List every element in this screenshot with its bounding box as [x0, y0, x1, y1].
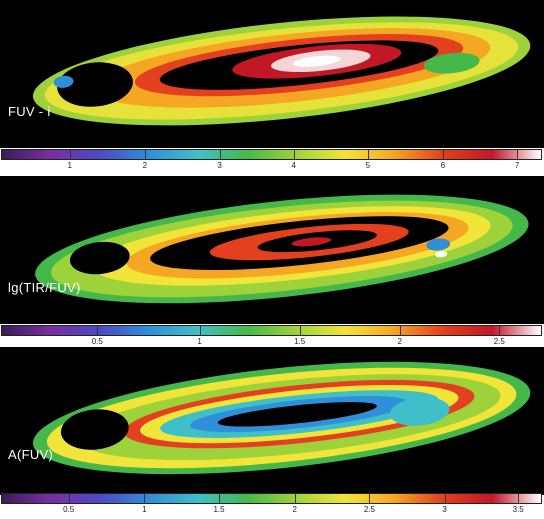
colorbar-afuv: 0.5 1 1.5 2 2.5 3 3.5 — [0, 493, 544, 519]
panel-label: FUV - i — [8, 104, 51, 119]
galaxy-image-tir-fuv — [35, 194, 529, 304]
colorbar-tick-label: 3 — [442, 505, 447, 514]
colorbar-tick — [199, 325, 201, 336]
colorbar-tick-label: 2 — [397, 337, 402, 346]
colorbar-tick-label: 6 — [440, 161, 446, 170]
galaxy-map-tir-fuv: lg(TIR/FUV) — [0, 176, 544, 324]
colorbar-gradient — [1, 149, 542, 160]
panel-label: lg(TIR/FUV) — [8, 280, 81, 295]
colorbar-ticks: 0.5 1 1.5 2 2.5 3 3.5 — [0, 493, 544, 519]
colorbar-tick-label: 1 — [142, 505, 147, 514]
colorbar-tick — [499, 325, 501, 336]
colorbar-tick — [518, 493, 520, 504]
colorbar-gradient — [1, 325, 542, 336]
colorbar-tick — [68, 493, 70, 504]
colorbar-tir-fuv: 0.5 1 1.5 2 2.5 — [0, 325, 544, 351]
colorbar-tick-label: 0.5 — [63, 505, 75, 514]
colorbar-fuv-i: 1 2 3 4 5 6 7 — [0, 149, 544, 175]
colorbar-tick-label: 3.5 — [512, 505, 524, 514]
colorbar-tick-label: 5 — [365, 161, 371, 170]
colorbar-tick — [399, 325, 401, 336]
colorbar-tick-label: 3 — [217, 161, 222, 170]
colorbar-tick-label: 2 — [292, 505, 297, 514]
colorbar-tick — [299, 325, 301, 336]
colorbar-tick — [444, 493, 446, 504]
galaxy-map-fuv-i: FUV - i — [0, 0, 544, 148]
colorbar-tick — [144, 149, 146, 160]
colorbar-tick — [369, 493, 371, 504]
colorbar-tick-label: 0.5 — [91, 337, 103, 346]
panel-label: A(FUV) — [8, 447, 54, 462]
colorbar-tick-label: 1.5 — [294, 337, 306, 346]
colorbar-tick — [144, 493, 146, 504]
colorbar-tick — [442, 149, 444, 160]
galaxy-image-fuv-i — [32, 16, 531, 126]
colorbar-tick — [367, 149, 369, 160]
colorbar-tick — [219, 493, 221, 504]
colorbar-tick-label: 1 — [67, 161, 72, 170]
galaxy-map-afuv: A(FUV) — [0, 347, 544, 495]
colorbar-tick-label: 1 — [197, 337, 202, 346]
colorbar-tick — [97, 325, 99, 336]
colorbar-ticks: 0.5 1 1.5 2 2.5 — [0, 325, 544, 351]
colorbar-tick — [517, 149, 519, 160]
colorbar-tick-label: 4 — [291, 161, 296, 170]
colorbar-tick-label: 2.5 — [363, 505, 375, 514]
colorbar-tick-label: 2.5 — [493, 337, 505, 346]
colorbar-tick — [219, 149, 221, 160]
colorbar-tick — [293, 149, 295, 160]
colorbar-tick-label: 7 — [514, 161, 520, 170]
colorbar-tick — [69, 149, 71, 160]
colorbar-ticks: 1 2 3 4 5 6 7 — [0, 149, 544, 175]
galaxy-image-afuv — [32, 361, 531, 475]
colorbar-tick — [294, 493, 296, 504]
colorbar-gradient — [1, 493, 542, 504]
colorbar-tick-label: 2 — [142, 161, 148, 170]
colorbar-tick-label: 1.5 — [213, 505, 225, 514]
